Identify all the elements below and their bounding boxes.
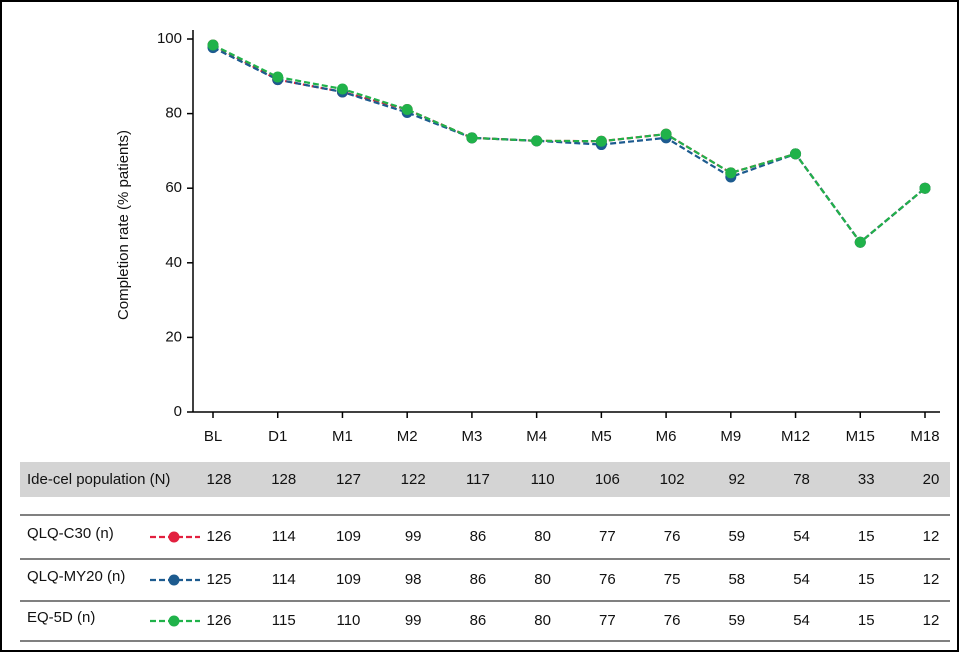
table-count: 110	[336, 612, 360, 629]
marker	[336, 83, 348, 95]
table-header-value: 122	[401, 471, 426, 488]
table-count: 15	[858, 571, 875, 588]
table-count: 114	[272, 528, 296, 545]
table-header-value: 102	[660, 471, 685, 488]
table-count: 12	[923, 612, 940, 629]
marker	[725, 167, 737, 179]
y-tick-label: 80	[165, 105, 182, 122]
x-tick-label: M18	[910, 428, 939, 445]
table-count: 109	[336, 571, 361, 588]
table-count: 126	[206, 612, 231, 629]
table-count: 77	[599, 528, 616, 545]
table-header-value: 92	[728, 471, 745, 488]
table-count: 109	[336, 528, 361, 545]
x-tick-label: M6	[656, 428, 677, 445]
table-header-value: 20	[923, 471, 940, 488]
legend-marker	[168, 574, 180, 586]
marker	[272, 71, 284, 83]
table-count: 54	[793, 571, 810, 588]
series-line	[212, 43, 926, 244]
table-header-value: 33	[858, 471, 875, 488]
table-count: 76	[599, 571, 616, 588]
table-count: 12	[923, 571, 940, 588]
table-count: 86	[470, 612, 487, 629]
legend-label: EQ-5D (n)	[27, 609, 95, 626]
table-header-value: 128	[206, 471, 231, 488]
table-count: 77	[599, 612, 616, 629]
marker	[531, 135, 543, 147]
x-tick-label: M1	[332, 428, 353, 445]
marker	[790, 148, 802, 160]
x-tick-label: M5	[591, 428, 612, 445]
x-tick-label: M2	[397, 428, 418, 445]
legend-marker	[168, 615, 180, 627]
table-header-value: 128	[271, 471, 296, 488]
table-count: 59	[728, 528, 745, 545]
table-count: 98	[405, 571, 422, 588]
x-tick-label: M12	[781, 428, 810, 445]
marker	[401, 103, 413, 115]
y-axis-label: Completion rate (% patients)	[115, 130, 132, 320]
marker	[466, 132, 478, 144]
table-count: 86	[470, 571, 487, 588]
table-count: 54	[793, 612, 810, 629]
table-count: 80	[534, 571, 551, 588]
marker	[854, 236, 866, 248]
table-count: 76	[664, 612, 681, 629]
marker	[595, 135, 607, 147]
table-count: 75	[664, 571, 681, 588]
legend-marker	[168, 531, 180, 543]
y-tick-label: 40	[165, 254, 182, 271]
y-tick-label: 0	[174, 403, 182, 420]
y-tick-label: 100	[157, 30, 182, 47]
table-count: 125	[206, 571, 231, 588]
table-count: 15	[858, 528, 875, 545]
x-tick-label: M9	[720, 428, 741, 445]
legend-label: QLQ-MY20 (n)	[27, 568, 125, 585]
table-header-band	[20, 462, 950, 497]
table-count: 12	[923, 528, 940, 545]
table-count: 115	[272, 612, 296, 629]
table-count: 59	[728, 612, 745, 629]
table-header-value: 78	[793, 471, 810, 488]
table-count: 86	[470, 528, 487, 545]
x-tick-label: M4	[526, 428, 547, 445]
y-tick-label: 20	[165, 328, 182, 345]
table-count: 54	[793, 528, 810, 545]
x-tick-label: BL	[204, 428, 222, 445]
legend-label: QLQ-C30 (n)	[27, 525, 114, 542]
x-tick-label: M3	[461, 428, 482, 445]
table-count: 99	[405, 528, 422, 545]
table-header-value: 106	[595, 471, 620, 488]
table-count: 126	[206, 528, 231, 545]
table-count: 76	[664, 528, 681, 545]
marker	[660, 128, 672, 140]
table-count: 99	[405, 612, 422, 629]
table-header-value: 127	[336, 471, 361, 488]
table-count: 58	[728, 571, 745, 588]
table-header-label: Ide-cel population (N)	[27, 471, 170, 488]
table-count: 80	[534, 612, 551, 629]
marker	[919, 182, 931, 194]
x-tick-label: M15	[846, 428, 875, 445]
table-header-value: 110	[531, 471, 555, 488]
marker	[207, 39, 219, 51]
table-count: 114	[272, 571, 296, 588]
table-count: 15	[858, 612, 875, 629]
table-count: 80	[534, 528, 551, 545]
x-tick-label: D1	[268, 428, 287, 445]
table-header-value: 117	[466, 471, 490, 488]
y-tick-label: 60	[165, 179, 182, 196]
